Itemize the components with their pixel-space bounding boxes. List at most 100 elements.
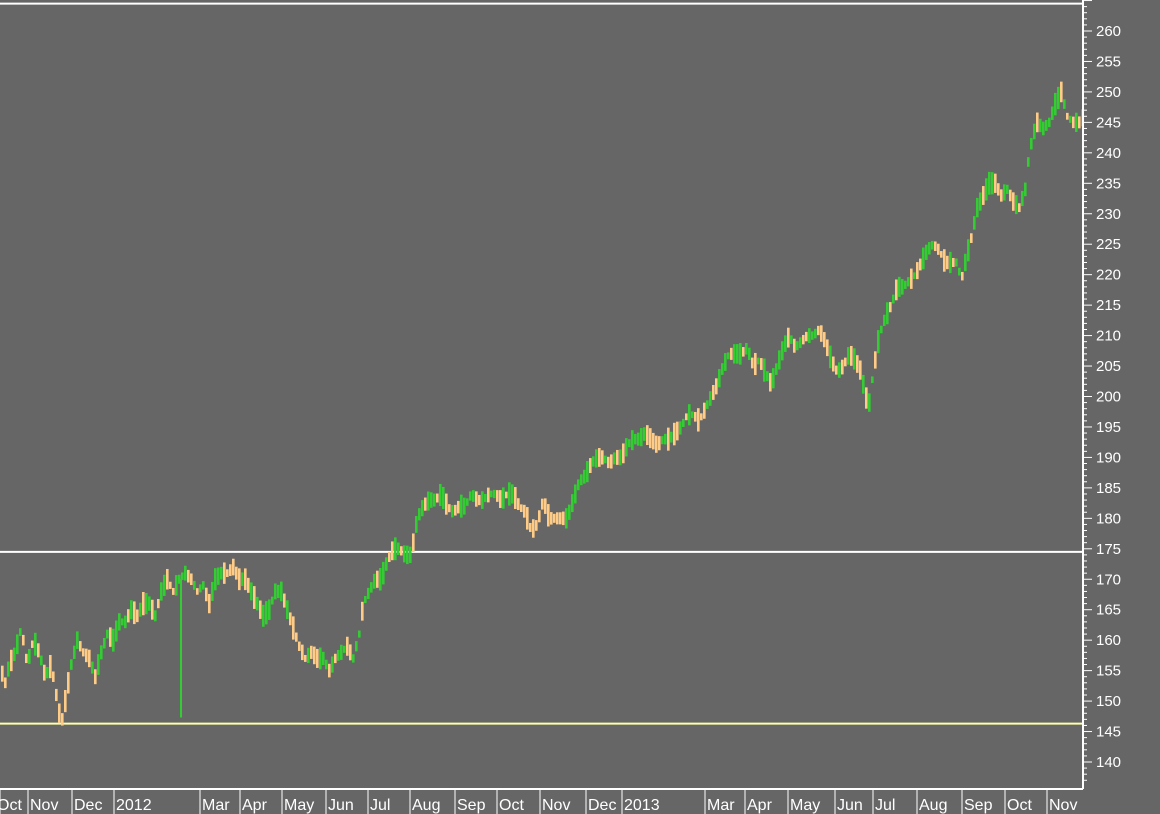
price-bar [796,341,799,351]
price-bar [100,645,103,660]
price-bar [274,583,277,600]
price-bar [334,653,337,664]
price-bar [880,325,883,334]
price-bar [85,648,88,663]
price-bar [55,688,58,702]
price-bar [859,360,862,380]
price-bar [610,454,613,469]
price-bar [16,634,19,655]
price-bar [34,632,37,656]
price-bar [238,568,241,591]
y-tick-label: 215 [1096,297,1121,314]
price-bar [850,345,853,366]
price-bar [403,545,406,563]
price-bar [286,600,289,620]
price-bar [1051,106,1054,120]
price-spike [180,579,182,718]
price-bar [721,363,724,375]
price-bar [289,612,292,626]
price-bar [985,178,988,201]
price-bar [448,504,451,513]
price-bar [277,584,280,599]
price-bar [628,439,631,448]
price-bar [1030,137,1033,150]
price-bar [121,618,124,626]
price-bar [193,580,196,590]
price-bar [451,505,454,518]
price-bar [640,428,643,447]
price-bar [664,433,667,445]
y-tick-label: 190 [1096,449,1121,466]
price-bar [532,519,535,538]
price-bar [346,636,349,656]
price-bar [757,357,760,365]
price-bar [1006,184,1009,194]
price-bar [247,577,250,593]
price-bar [160,582,163,601]
x-axis: Oct Nov Dec 2012 Mar Apr May Jun Jul Aug Sep Oct Nov… [0,788,1083,814]
price-bar [898,276,901,297]
price-bar [157,599,160,609]
price-bar [901,279,904,295]
price-bar [184,565,187,581]
price-bar [808,328,811,343]
y-tick-label: 225 [1096,236,1121,253]
x-tick-label: Jul [370,797,390,814]
price-bar [805,331,808,342]
price-bar [652,432,655,450]
price-bar [907,277,910,287]
price-bar [700,413,703,421]
price-bar [847,347,850,365]
price-bar [781,341,784,361]
price-bar [37,643,40,658]
price-bar [484,493,487,503]
price-bar [112,628,115,652]
price-bar [214,568,217,591]
price-bar [994,173,997,193]
x-tick-label: Nov [542,797,570,814]
price-bar [589,458,592,474]
price-bar [742,347,745,357]
reference-lines [0,2,1082,725]
price-bar [694,411,697,422]
price-bar [142,592,145,616]
price-bar [163,574,166,596]
price-bar [1045,119,1048,131]
x-tick-label: Dec [74,797,102,814]
price-bar [514,487,517,509]
price-bar [376,570,379,588]
x-tick-label: May [790,797,820,814]
price-bar [817,325,820,336]
price-bar [433,493,436,507]
price-bar [409,546,412,564]
x-tick-label: Nov [1049,797,1077,814]
price-bar [937,243,940,255]
price-bar [727,352,730,360]
price-bar [466,498,469,506]
price-bar [343,645,346,653]
price-bar [283,593,286,608]
price-bar [373,573,376,589]
price-bar [583,469,586,484]
price-bar [1063,99,1066,109]
price-bar [982,186,985,205]
price-bar [838,362,841,378]
price-bar [427,491,430,511]
price-bar [577,479,580,491]
price-bar [28,649,31,664]
price-bar [688,404,691,426]
price-bar [64,690,67,713]
price-bar [991,172,994,195]
price-bar [1072,116,1075,129]
price-bar [670,431,673,443]
price-bar [934,241,937,252]
price-bar [295,632,298,642]
price-bar [955,258,958,267]
y-tick-label: 180 [1096,510,1121,527]
price-bar [136,609,139,623]
price-bar [166,568,169,590]
y-tick-label: 165 [1096,602,1121,619]
price-bar [463,497,466,515]
price-bar [10,649,13,672]
price-bar [178,574,181,584]
